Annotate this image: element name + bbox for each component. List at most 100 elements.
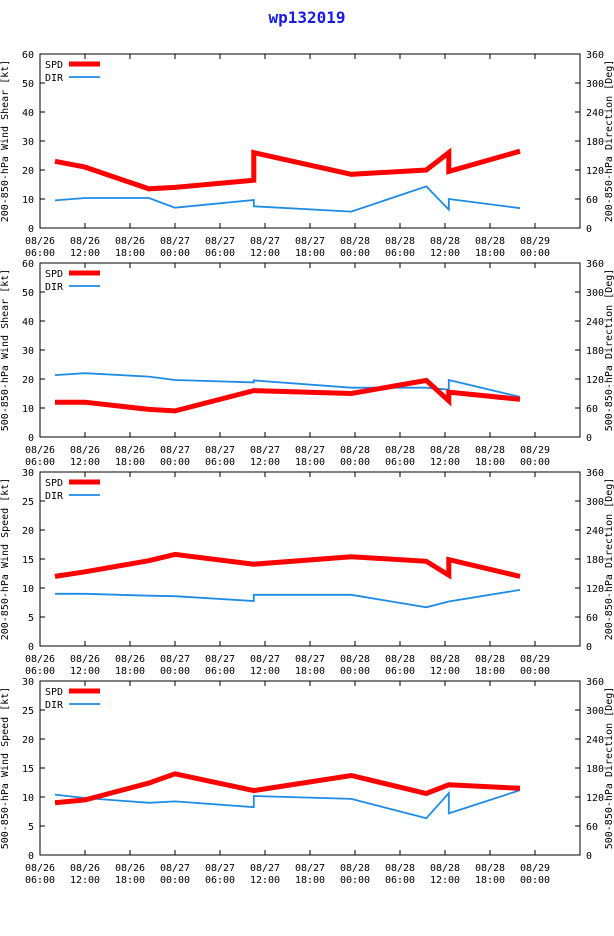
x-tick-time: 00:00 — [520, 457, 550, 468]
x-tick-date: 08/27 — [250, 445, 280, 456]
left-y-tick-label: 20 — [22, 735, 34, 746]
chart-panel-2: 010203040506006012018024030036008/2606:0… — [0, 259, 614, 468]
x-tick-time: 06:00 — [25, 248, 55, 259]
x-tick-date: 08/26 — [115, 654, 145, 665]
right-y-tick-label: 120 — [586, 793, 604, 804]
left-y-tick-label: 50 — [22, 79, 34, 90]
x-tick-time: 18:00 — [115, 248, 145, 259]
left-y-tick-label: 30 — [22, 137, 34, 148]
x-tick-date: 08/28 — [340, 236, 370, 247]
right-axis-label: 200-850-hPa Direction [Deg] — [604, 478, 614, 641]
x-tick-date: 08/28 — [385, 236, 415, 247]
plot-frame — [39, 262, 581, 438]
right-y-tick-label: 240 — [586, 735, 604, 746]
right-y-tick-label: 0 — [586, 224, 592, 235]
x-tick-date: 08/26 — [115, 236, 145, 247]
left-y-tick-label: 20 — [22, 526, 34, 537]
x-tick-date: 08/29 — [520, 654, 550, 665]
x-tick-date: 08/27 — [250, 654, 280, 665]
x-tick-date: 08/29 — [520, 236, 550, 247]
x-tick-time: 06:00 — [205, 457, 235, 468]
x-tick-date: 08/28 — [340, 445, 370, 456]
chart-panel-1: 010203040506006012018024030036008/2606:0… — [0, 50, 614, 259]
right-y-tick-label: 360 — [586, 259, 604, 270]
x-tick-date: 08/27 — [160, 863, 190, 874]
right-y-tick-label: 180 — [586, 555, 604, 566]
x-tick-date: 08/27 — [295, 863, 325, 874]
series-line-spd — [54, 771, 521, 806]
x-tick-date: 08/29 — [520, 863, 550, 874]
left-y-tick-label: 5 — [28, 822, 34, 833]
x-tick-time: 06:00 — [25, 666, 55, 677]
x-tick-date: 08/27 — [250, 236, 280, 247]
left-y-tick-label: 30 — [22, 468, 34, 479]
x-tick-time: 06:00 — [385, 666, 415, 677]
right-axis-label: 200-850-hPa Direction [Deg] — [604, 60, 614, 223]
x-tick-time: 00:00 — [520, 248, 550, 259]
left-axis-label: 200-850-hPa Wind Shear [kt] — [0, 60, 11, 223]
x-tick-time: 06:00 — [205, 248, 235, 259]
legend-label-spd: SPD — [45, 478, 63, 489]
x-tick-date: 08/28 — [475, 445, 505, 456]
x-tick-date: 08/26 — [25, 236, 55, 247]
right-y-tick-label: 360 — [586, 468, 604, 479]
x-tick-date: 08/26 — [70, 863, 100, 874]
right-y-tick-label: 0 — [586, 433, 592, 444]
right-y-tick-label: 60 — [586, 404, 598, 415]
left-axis-label: 500-850-hPa Wind Speed [kt] — [0, 687, 11, 850]
x-tick-time: 00:00 — [520, 666, 550, 677]
series-line-dir — [54, 372, 521, 398]
x-tick-date: 08/26 — [115, 445, 145, 456]
right-y-tick-label: 120 — [586, 166, 604, 177]
series-line-dir — [55, 589, 521, 609]
x-tick-time: 12:00 — [430, 875, 460, 886]
chart-panel-4: 05101520253006012018024030036008/2606:00… — [0, 677, 614, 886]
x-tick-time: 12:00 — [250, 666, 280, 677]
x-tick-time: 12:00 — [70, 457, 100, 468]
right-y-tick-label: 300 — [586, 79, 604, 90]
series-line-dir — [54, 789, 521, 820]
x-tick-time: 06:00 — [205, 666, 235, 677]
x-tick-time: 12:00 — [430, 666, 460, 677]
right-y-tick-label: 300 — [586, 497, 604, 508]
x-tick-date: 08/27 — [160, 236, 190, 247]
x-tick-time: 00:00 — [340, 248, 370, 259]
x-tick-date: 08/26 — [25, 445, 55, 456]
left-y-tick-label: 5 — [28, 613, 34, 624]
x-tick-time: 00:00 — [160, 248, 190, 259]
x-tick-date: 08/27 — [295, 236, 325, 247]
series-line-spd — [54, 551, 521, 580]
right-axis-label: 500-850-hPa Direction [Deg] — [604, 687, 614, 850]
x-tick-date: 08/27 — [160, 654, 190, 665]
left-axis-label: 500-850-hPa Wind Shear [kt] — [0, 269, 11, 432]
x-tick-time: 00:00 — [340, 457, 370, 468]
series-line-spd — [55, 377, 521, 414]
x-tick-time: 18:00 — [475, 875, 505, 886]
x-tick-time: 12:00 — [70, 248, 100, 259]
x-tick-date: 08/28 — [340, 863, 370, 874]
x-tick-date: 08/28 — [475, 236, 505, 247]
left-y-tick-label: 15 — [22, 555, 34, 566]
x-tick-date: 08/27 — [160, 445, 190, 456]
right-y-tick-label: 120 — [586, 375, 604, 386]
left-y-tick-label: 10 — [22, 195, 34, 206]
right-y-tick-label: 60 — [586, 195, 598, 206]
right-y-tick-label: 240 — [586, 317, 604, 328]
x-tick-date: 08/29 — [520, 445, 550, 456]
x-tick-time: 18:00 — [115, 875, 145, 886]
left-y-tick-label: 10 — [22, 584, 34, 595]
right-axis-label: 500-850-hPa Direction [Deg] — [604, 269, 614, 432]
right-y-tick-label: 120 — [586, 584, 604, 595]
x-tick-date: 08/27 — [205, 236, 235, 247]
right-y-tick-label: 60 — [586, 822, 598, 833]
left-y-tick-label: 10 — [22, 793, 34, 804]
left-y-tick-label: 0 — [28, 642, 34, 653]
legend-label-spd: SPD — [45, 687, 63, 698]
left-y-tick-label: 15 — [22, 764, 34, 775]
left-y-tick-label: 25 — [22, 497, 34, 508]
x-tick-time: 06:00 — [205, 875, 235, 886]
x-tick-time: 18:00 — [295, 248, 325, 259]
x-tick-date: 08/28 — [385, 863, 415, 874]
x-tick-time: 06:00 — [385, 457, 415, 468]
